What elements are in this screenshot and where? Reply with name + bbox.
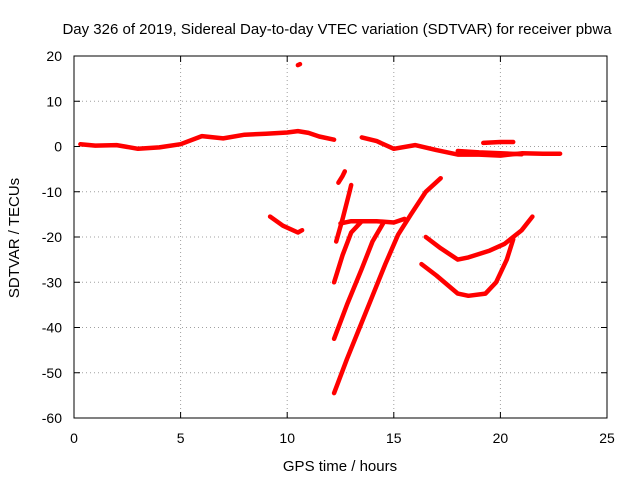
series-group — [78, 61, 563, 396]
series-line-pass-3 — [481, 139, 516, 146]
grid — [74, 56, 607, 418]
x-axis-label: GPS time / hours — [283, 458, 397, 475]
y-tick-label: 20 — [46, 48, 62, 64]
axis-ticks — [73, 55, 608, 419]
series-line-pass-12 — [331, 175, 443, 396]
x-tick-label: 0 — [70, 430, 78, 446]
x-tick-label: 25 — [599, 430, 615, 446]
series-line-pass-14 — [419, 237, 516, 299]
series-line-pass-9 — [338, 216, 407, 226]
series-line-pass-1 — [78, 128, 337, 152]
chart-title: Day 326 of 2019, Sidereal Day-to-day VTE… — [62, 21, 612, 38]
y-tick-label: -30 — [42, 274, 62, 290]
x-tick-label: 20 — [493, 430, 509, 446]
series-line-pass-8 — [333, 182, 354, 244]
y-tick-label: -20 — [42, 229, 62, 245]
series-line-pass-11 — [331, 221, 386, 342]
plot-frame — [73, 55, 608, 419]
y-tick-label: 10 — [46, 93, 62, 109]
x-tick-label: 5 — [177, 430, 185, 446]
y-tick-label: -10 — [42, 184, 62, 200]
series-line-pass-2 — [359, 135, 563, 158]
series-line-pass-13 — [423, 214, 535, 262]
y-axis-label: SDTVAR / TECUs — [6, 178, 23, 298]
y-tick-label: 0 — [54, 139, 62, 155]
x-tick-label: 15 — [386, 430, 402, 446]
y-tick-label: -40 — [42, 320, 62, 336]
series-line-pass-4 — [455, 148, 524, 157]
series-line-pass-6 — [267, 214, 305, 235]
series-line-pass-5 — [295, 61, 303, 68]
x-tick-label: 10 — [279, 430, 295, 446]
y-tick-label: -60 — [42, 410, 62, 426]
series-line-pass-7 — [336, 169, 348, 185]
x-tick-labels: 0 5 10 15 20 25 — [70, 430, 615, 446]
series-line-pass-10 — [331, 218, 365, 285]
y-tick-labels: -60 -50 -40 -30 -20 -10 0 10 20 — [42, 48, 62, 426]
y-tick-label: -50 — [42, 365, 62, 381]
